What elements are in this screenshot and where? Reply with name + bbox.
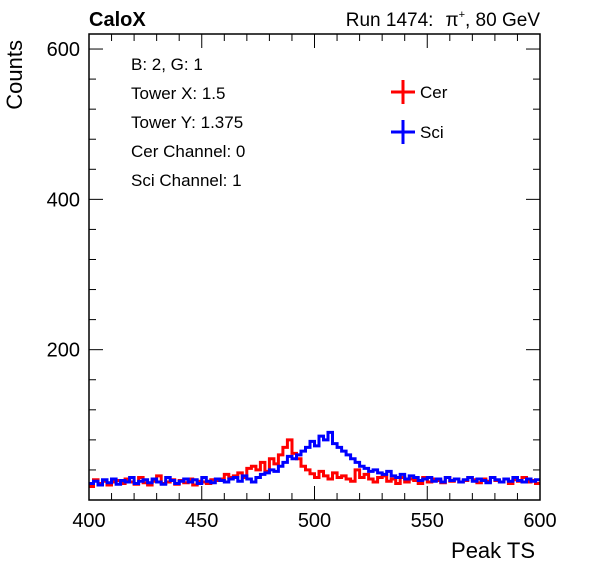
axis-ticks xyxy=(88,34,541,501)
x-axis-label: Peak TS xyxy=(451,538,535,563)
legend-entry-sci: Sci xyxy=(391,120,444,144)
y-axis-label: Counts xyxy=(2,40,27,110)
series-layer xyxy=(89,430,540,488)
y-tick-label: 400 xyxy=(47,189,80,211)
legend-entry-cer: Cer xyxy=(391,80,448,104)
tick-labels: 400 450 500 550 600 200 400 600 xyxy=(47,39,557,532)
info-line-0: B: 2, G: 1 xyxy=(131,55,203,74)
info-line-4: Sci Channel: 1 xyxy=(131,171,242,190)
x-tick-label: 600 xyxy=(523,510,556,532)
x-tick-label: 450 xyxy=(185,510,218,532)
legend: Cer Sci xyxy=(391,80,448,144)
legend-label-sci: Sci xyxy=(420,123,444,142)
run-info: Run 1474: π+, 80 GeV xyxy=(346,9,541,31)
x-tick-label: 550 xyxy=(411,510,444,532)
y-tick-label: 200 xyxy=(47,340,80,362)
info-line-3: Cer Channel: 0 xyxy=(131,142,245,161)
series-line-sci xyxy=(89,430,540,487)
legend-label-cer: Cer xyxy=(420,83,448,102)
plot-frame xyxy=(88,33,541,501)
y-tick-label: 600 xyxy=(47,39,80,61)
info-line-2: Tower Y: 1.375 xyxy=(131,113,243,132)
x-tick-label: 500 xyxy=(298,510,331,532)
info-line-1: Tower X: 1.5 xyxy=(131,84,226,103)
experiment-title: CaloX xyxy=(89,9,146,31)
info-box: B: 2, G: 1 Tower X: 1.5 Tower Y: 1.375 C… xyxy=(131,55,245,190)
x-tick-label: 400 xyxy=(72,510,105,532)
